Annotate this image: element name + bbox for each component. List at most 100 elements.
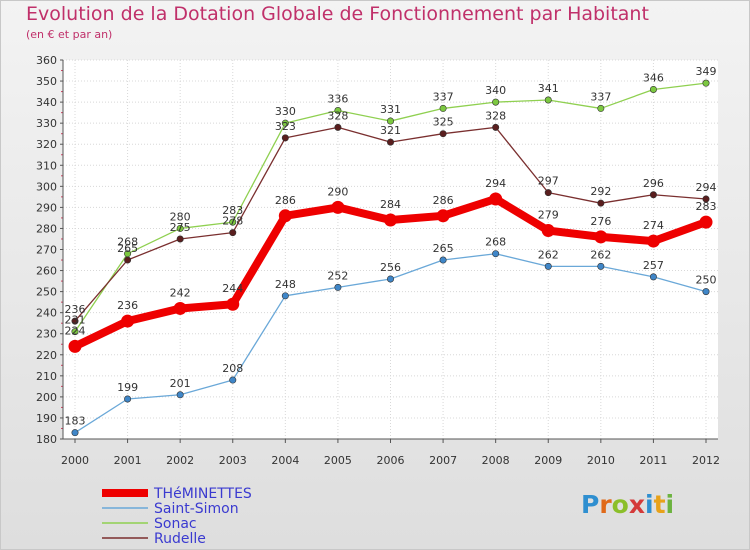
logo-letter: t	[653, 490, 666, 519]
data-label-rudelle: 275	[170, 221, 191, 234]
x-tick-label: 2000	[61, 454, 89, 467]
y-tick-label: 280	[36, 222, 57, 235]
data-point-sonac	[439, 104, 447, 112]
data-label-rudelle: 278	[222, 215, 243, 228]
x-tick-label: 2005	[324, 454, 352, 467]
data-point-saint-simon	[281, 292, 289, 300]
x-tick-label: 2010	[587, 454, 615, 467]
data-label-saint-simon: 208	[222, 362, 243, 375]
data-point-th-minettes	[121, 314, 135, 328]
x-tick-label: 2007	[429, 454, 457, 467]
logo-letter: r	[599, 490, 612, 519]
data-point-rudelle	[649, 191, 657, 199]
data-label-th-minettes: 242	[170, 286, 191, 299]
data-label-sonac: 337	[590, 90, 611, 103]
data-label-th-minettes: 290	[327, 185, 348, 198]
data-label-rudelle: 325	[433, 116, 454, 129]
data-point-th-minettes	[489, 192, 503, 206]
x-tick-label: 2001	[114, 454, 142, 467]
data-point-rudelle	[176, 235, 184, 243]
data-label-sonac: 336	[327, 93, 348, 106]
data-point-saint-simon	[702, 288, 710, 296]
data-label-saint-simon: 268	[485, 236, 506, 249]
y-tick-label: 260	[36, 265, 57, 278]
data-point-rudelle	[334, 123, 342, 131]
data-label-sonac: 330	[275, 105, 296, 118]
data-label-sonac: 337	[433, 90, 454, 103]
data-label-saint-simon: 252	[327, 269, 348, 282]
data-label-saint-simon: 262	[590, 248, 611, 261]
y-tick-label: 320	[36, 138, 57, 151]
data-point-saint-simon	[386, 275, 394, 283]
data-point-sonac	[176, 224, 184, 232]
data-point-th-minettes	[541, 224, 555, 238]
data-labels: 231 268 280 283 330 336 331 337 340 341 337 346 349 2…	[65, 65, 717, 428]
y-tick-label: 310	[36, 159, 57, 172]
y-tick-label: 200	[36, 391, 57, 404]
data-point-saint-simon	[544, 262, 552, 270]
legend-label: Saint-Simon	[154, 501, 239, 517]
data-label-rudelle: 294	[696, 181, 717, 194]
data-point-saint-simon	[176, 391, 184, 399]
data-label-th-minettes: 236	[117, 299, 138, 312]
data-label-saint-simon: 262	[538, 248, 559, 261]
data-point-sonac	[597, 104, 605, 112]
legend-label: Sonac	[154, 516, 197, 532]
data-label-rudelle: 236	[65, 303, 86, 316]
data-point-saint-simon	[597, 262, 605, 270]
data-point-rudelle	[597, 199, 605, 207]
data-point-th-minettes	[331, 200, 345, 214]
data-label-th-minettes: 224	[65, 324, 86, 337]
data-point-rudelle	[281, 134, 289, 142]
data-label-saint-simon: 199	[117, 381, 138, 394]
data-point-sonac	[71, 328, 79, 336]
y-tick-label: 190	[36, 412, 57, 425]
y-tick-label: 250	[36, 286, 57, 299]
data-label-sonac: 268	[117, 236, 138, 249]
data-point-sonac	[386, 117, 394, 125]
data-point-th-minettes	[436, 209, 450, 223]
data-label-saint-simon: 265	[433, 242, 454, 255]
y-tick-label: 180	[36, 433, 57, 446]
y-tick-label: 360	[36, 54, 57, 67]
y-tick-label: 210	[36, 370, 57, 383]
data-label-saint-simon: 201	[170, 377, 191, 390]
y-tick-label: 270	[36, 244, 57, 257]
data-point-th-minettes	[278, 209, 292, 223]
x-tick-label: 2006	[377, 454, 405, 467]
x-tick-label: 2008	[482, 454, 510, 467]
data-label-sonac: 341	[538, 82, 559, 95]
logo-letter: i	[665, 490, 675, 519]
data-label-sonac: 340	[485, 84, 506, 97]
data-point-saint-simon	[649, 273, 657, 281]
proxiti-logo: Proxiti	[581, 490, 674, 519]
y-tick-label: 220	[36, 349, 57, 362]
y-tick-label: 340	[36, 96, 57, 109]
data-point-rudelle	[386, 138, 394, 146]
y-tick-label: 290	[36, 201, 57, 214]
data-label-saint-simon: 183	[65, 415, 86, 428]
data-label-rudelle: 328	[485, 109, 506, 122]
logo-letter: x	[628, 490, 645, 519]
y-tick-label: 230	[36, 328, 57, 341]
data-point-th-minettes	[173, 301, 187, 315]
data-point-sonac	[649, 85, 657, 93]
data-point-th-minettes	[226, 297, 240, 311]
data-label-th-minettes: 274	[643, 219, 664, 232]
data-label-rudelle: 296	[643, 177, 664, 190]
data-point-rudelle	[229, 229, 237, 237]
chart-title: Evolution de la Dotation Globale de Fonc…	[26, 3, 649, 25]
data-label-th-minettes: 284	[380, 198, 401, 211]
x-tick-label: 2003	[219, 454, 247, 467]
logo-letter: o	[611, 490, 629, 519]
legend-label: THéMINETTES	[153, 486, 252, 502]
data-label-saint-simon: 257	[643, 259, 664, 272]
data-point-sonac	[334, 107, 342, 115]
data-point-sonac	[492, 98, 500, 106]
logo-letter: P	[581, 490, 600, 519]
data-point-saint-simon	[71, 429, 79, 437]
data-label-th-minettes: 294	[485, 177, 506, 190]
data-label-saint-simon: 250	[696, 274, 717, 287]
